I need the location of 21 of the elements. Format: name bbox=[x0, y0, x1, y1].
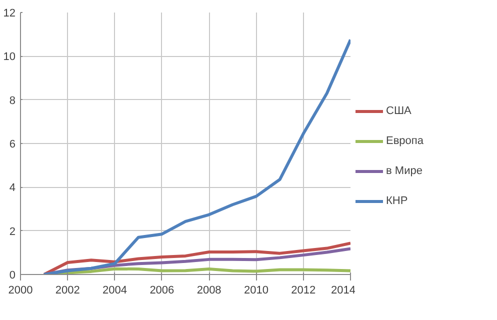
line-series bbox=[42, 242, 350, 274]
y-tick-label: 6 bbox=[9, 138, 16, 150]
x-tick-label: 2010 bbox=[244, 284, 268, 296]
x-tick-label: 2006 bbox=[150, 284, 174, 296]
x-tick-label: 2014 bbox=[331, 284, 356, 296]
y-tick-label: 10 bbox=[3, 51, 16, 64]
legend-label: КНР bbox=[386, 195, 408, 207]
y-tick-label: 8 bbox=[9, 94, 16, 107]
line-series bbox=[42, 38, 350, 274]
x-tick-label: 2002 bbox=[55, 284, 80, 296]
x-tick-label: 2000 bbox=[8, 284, 33, 296]
legend-label: Европа bbox=[386, 135, 424, 147]
x-tick-label: 2004 bbox=[102, 284, 128, 296]
legend-label: в Мире bbox=[386, 165, 422, 177]
x-tick-label: 2012 bbox=[291, 284, 316, 296]
y-tick-label: 4 bbox=[9, 182, 16, 194]
y-tick-label: 12 bbox=[3, 8, 16, 20]
y-tick-label: 2 bbox=[9, 226, 16, 238]
y-tick-label: 0 bbox=[9, 270, 16, 282]
x-tick-label: 2008 bbox=[196, 284, 222, 296]
legend-label: США bbox=[386, 105, 412, 117]
